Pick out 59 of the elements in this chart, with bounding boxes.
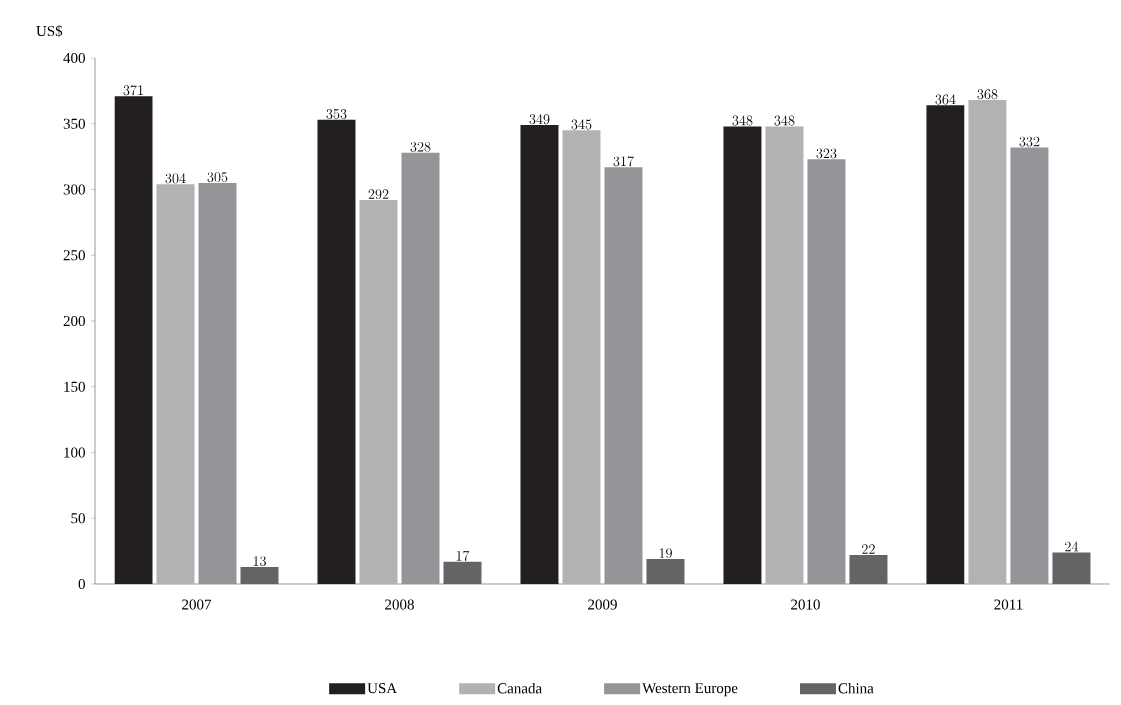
bar: [765, 126, 804, 584]
bar: [156, 184, 195, 584]
bar: [646, 559, 685, 584]
y-tick-label: 350: [63, 118, 85, 129]
y-tick-label: 50: [71, 513, 85, 524]
data-label: 348: [732, 115, 753, 126]
y-tick-label: 250: [63, 250, 85, 261]
bar: [849, 555, 888, 584]
bar: [443, 561, 482, 584]
x-tick-label: 2011: [994, 599, 1023, 610]
data-label: 364: [935, 94, 956, 105]
y-tick-label: 400: [63, 52, 85, 64]
bar: [198, 182, 237, 584]
bar: [520, 125, 559, 584]
y-tick-label: 300: [63, 184, 85, 195]
data-label: 368: [977, 89, 998, 100]
bar: [1010, 147, 1049, 584]
data-label: 17: [456, 550, 470, 561]
bar: [1052, 552, 1091, 584]
bar: [359, 200, 398, 584]
data-label: 332: [1019, 136, 1040, 147]
x-tick-label: 2007: [182, 599, 212, 610]
data-label: 292: [368, 189, 389, 200]
legend-label: Western Europe: [642, 683, 738, 697]
legend-label: Canada: [497, 682, 542, 694]
bar: [926, 105, 965, 584]
legend-label: China: [838, 682, 874, 694]
bar: [240, 566, 279, 584]
y-tick-label: 150: [64, 381, 85, 392]
legend-label: USA: [367, 683, 398, 694]
data-label: 22: [862, 544, 875, 554]
bar: [723, 126, 762, 584]
data-label: 24: [1065, 541, 1079, 552]
bar: [968, 100, 1007, 584]
data-label: 348: [774, 115, 795, 126]
x-tick-label: 2010: [791, 599, 820, 610]
data-label: 305: [207, 172, 228, 183]
bar: [114, 96, 153, 584]
bar: [401, 152, 440, 584]
data-label: 371: [123, 85, 143, 96]
data-label: 13: [253, 556, 266, 566]
y-tick-label: 200: [63, 315, 85, 327]
bar: [604, 167, 643, 584]
data-label: 349: [529, 114, 550, 125]
data-label: 317: [613, 156, 634, 167]
y-axis-title: US$: [36, 25, 63, 38]
bar: [317, 119, 356, 584]
data-label: 304: [165, 173, 186, 184]
y-tick-label: 0: [78, 578, 85, 590]
data-label: 328: [410, 141, 431, 152]
data-label: 353: [326, 109, 347, 119]
bar: [807, 159, 846, 584]
data-label: 345: [571, 119, 592, 130]
bar: [562, 130, 601, 584]
x-tick-label: 2009: [588, 599, 617, 610]
y-tick-label: 100: [64, 447, 85, 458]
x-tick-label: 2008: [385, 599, 414, 610]
data-label: 19: [659, 548, 672, 559]
data-label: 323: [816, 148, 837, 159]
